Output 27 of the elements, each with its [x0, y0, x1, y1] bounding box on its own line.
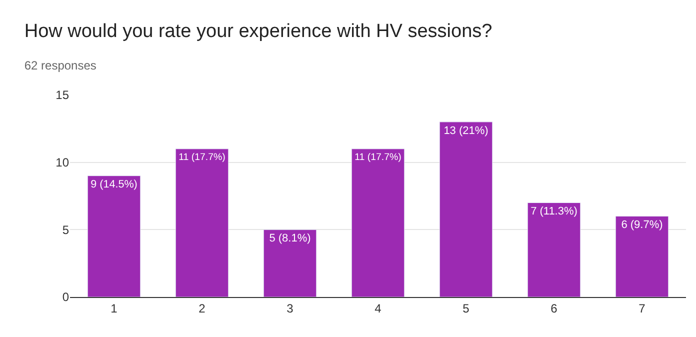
x-tick-label: 3 [286, 301, 294, 316]
chart-title: How would you rate your experience with HV sessions? [24, 20, 492, 42]
x-tick-label: 5 [462, 301, 470, 316]
data-label: 13 (21%) [444, 124, 488, 137]
chart-subtitle: 62 responses [24, 58, 96, 72]
x-tick-label: 1 [110, 301, 118, 316]
x-tick-label: 6 [550, 301, 558, 316]
bar [175, 148, 229, 297]
y-tick-label: 15 [56, 88, 70, 102]
y-tick-label: 10 [56, 156, 70, 170]
data-label: 6 (9.7%) [621, 219, 663, 232]
bar [439, 122, 493, 297]
y-tick-label: 0 [62, 290, 70, 304]
bar [351, 148, 405, 297]
x-tick-label: 4 [374, 301, 382, 316]
data-label: 7 (11.3%) [530, 206, 578, 218]
bar [263, 229, 317, 297]
x-tick-label: 7 [638, 301, 646, 316]
bar [87, 176, 141, 297]
data-label: 11 (17.7%) [178, 152, 226, 163]
data-label: 9 (14.5%) [90, 178, 138, 191]
data-label: 5 (8.1%) [269, 232, 311, 245]
data-label: 11 (17.7%) [354, 152, 402, 163]
x-tick-label: 2 [198, 301, 206, 316]
bar [615, 216, 669, 297]
bar [527, 202, 581, 297]
y-tick-label: 5 [62, 222, 70, 237]
